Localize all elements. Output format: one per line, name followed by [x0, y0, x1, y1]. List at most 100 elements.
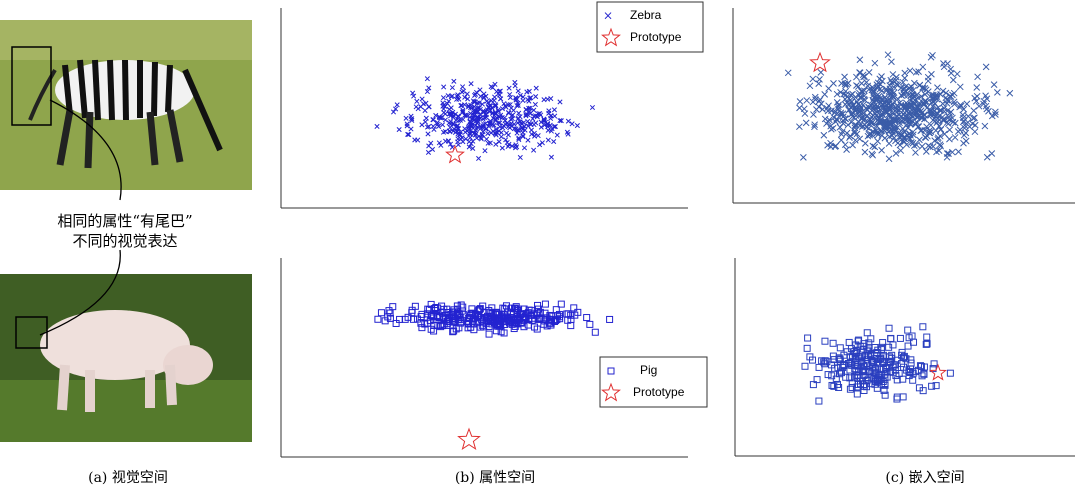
point	[463, 113, 470, 119]
point	[406, 132, 412, 138]
point	[860, 342, 868, 350]
point	[856, 135, 864, 143]
point	[923, 333, 931, 341]
point	[848, 110, 855, 118]
point	[927, 109, 934, 117]
point	[841, 141, 849, 149]
point	[887, 335, 895, 343]
point	[457, 129, 464, 135]
point	[496, 88, 502, 95]
point	[455, 131, 461, 137]
point	[955, 148, 962, 156]
point	[903, 366, 911, 374]
point	[393, 106, 399, 112]
point	[472, 92, 478, 99]
point	[460, 116, 466, 123]
point	[519, 121, 525, 127]
point	[851, 136, 859, 144]
point	[859, 71, 867, 79]
point	[890, 83, 898, 91]
point	[861, 140, 869, 147]
point	[876, 375, 884, 383]
point	[492, 310, 500, 318]
point	[456, 319, 464, 327]
point	[904, 102, 912, 109]
point	[880, 386, 888, 394]
point	[897, 84, 905, 92]
point	[959, 114, 967, 122]
point	[459, 89, 465, 95]
point	[913, 141, 920, 149]
point	[853, 130, 861, 138]
point	[528, 316, 536, 324]
point	[455, 92, 461, 98]
point	[962, 129, 970, 137]
point	[498, 112, 504, 118]
point	[946, 126, 953, 134]
point	[466, 139, 472, 145]
point	[945, 97, 953, 105]
point	[523, 113, 529, 119]
point	[981, 122, 989, 130]
point	[906, 130, 913, 137]
point	[901, 74, 909, 82]
point	[558, 118, 564, 124]
point	[381, 317, 389, 325]
point	[484, 136, 490, 142]
point	[825, 116, 833, 124]
point	[455, 142, 461, 148]
point	[470, 145, 476, 151]
point	[821, 337, 829, 345]
point	[467, 131, 473, 138]
point	[434, 121, 441, 128]
point	[552, 123, 558, 130]
point	[840, 90, 848, 98]
point	[502, 115, 508, 121]
point	[458, 307, 466, 315]
point	[532, 133, 538, 139]
point	[541, 116, 547, 122]
point	[943, 153, 951, 161]
point	[869, 92, 877, 99]
point	[523, 111, 529, 118]
point	[508, 116, 514, 122]
point	[900, 89, 907, 97]
point	[901, 116, 909, 124]
point	[374, 123, 380, 130]
point	[816, 75, 823, 83]
point	[527, 95, 533, 101]
point	[824, 141, 831, 149]
point	[942, 89, 950, 97]
point	[838, 80, 845, 87]
point	[511, 126, 517, 132]
point	[840, 361, 848, 369]
point	[887, 91, 894, 99]
point	[478, 135, 484, 141]
point	[512, 83, 518, 89]
point	[919, 387, 927, 395]
point	[915, 68, 922, 75]
point	[527, 105, 533, 111]
point	[947, 65, 954, 73]
point	[545, 319, 553, 327]
point	[492, 103, 498, 109]
point	[488, 130, 494, 136]
point	[918, 126, 925, 134]
point	[847, 359, 855, 367]
point	[889, 363, 897, 371]
point	[936, 132, 944, 140]
point	[507, 309, 515, 317]
point	[533, 85, 539, 91]
point	[975, 102, 983, 110]
legend-label: Pig	[640, 363, 657, 377]
annotation: 相同的属性“有尾巴”	[57, 212, 192, 230]
point	[414, 98, 420, 104]
point	[911, 368, 919, 376]
point	[462, 94, 468, 100]
point	[472, 109, 479, 115]
point	[434, 120, 440, 126]
legend-star	[601, 382, 621, 402]
point	[490, 84, 496, 91]
point	[888, 132, 896, 139]
point	[517, 92, 523, 98]
